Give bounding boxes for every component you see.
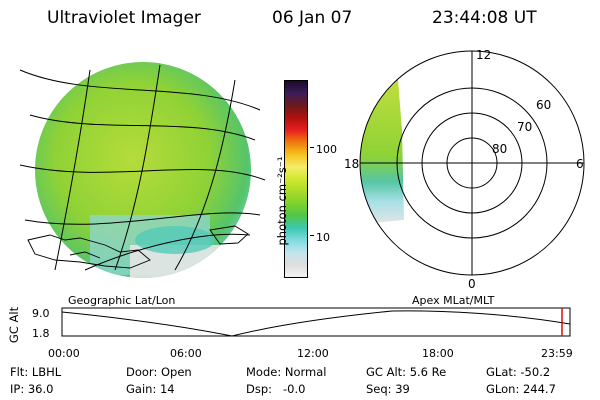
timeline-xtick-1200: 12:00 — [297, 347, 329, 360]
timeline-xtick-0000: 00:00 — [48, 347, 80, 360]
mlt-label-18: 18 — [344, 157, 359, 171]
geographic-image-panel — [19, 62, 266, 278]
left-panel-caption: Geographic Lat/Lon — [68, 294, 176, 307]
latlon-grid — [19, 64, 266, 271]
mlt-label-6: 6 — [576, 157, 584, 171]
timeline-axis-label: GC Alt — [7, 306, 21, 344]
auroral-data-region — [360, 70, 404, 225]
polar-plot: 12 18 6 0 60 70 80 — [344, 48, 585, 291]
mlat-label-70: 70 — [517, 120, 532, 134]
right-panel-caption: Apex MLat/MLT — [412, 294, 495, 307]
time-label: 23:44:08 UT — [432, 8, 537, 28]
status-dsp: Dsp: -0.0 — [246, 382, 306, 396]
timeline-xtick-0600: 06:00 — [170, 347, 202, 360]
app-title: Ultraviolet Imager — [47, 8, 201, 28]
timeline-ytick-1.8: 1.8 — [32, 327, 50, 340]
timeline-xtick-2359: 23:59 — [541, 347, 573, 360]
altitude-curve — [61, 310, 571, 337]
colorbar — [284, 80, 308, 278]
status-flt: Flt: LBHL — [10, 365, 62, 379]
colorbar-tick-100: 100 — [316, 143, 337, 156]
status-gain: Gain: 14 — [126, 382, 175, 396]
timeline-ytick-9: 9.0 — [32, 307, 50, 320]
mlt-label-12: 12 — [476, 48, 491, 62]
status-seq: Seq: 39 — [366, 382, 410, 396]
mlt-label-0: 0 — [468, 277, 476, 291]
colorbar-unit-label: photon cm⁻²s⁻¹ — [275, 156, 289, 246]
date-label: 06 Jan 07 — [272, 8, 353, 28]
status-gc-alt: GC Alt: 5.6 Re — [366, 365, 447, 379]
mlat-label-60: 60 — [536, 98, 551, 112]
status-ip: IP: 36.0 — [10, 382, 54, 396]
timeline-xtick-1800: 18:00 — [422, 347, 454, 360]
coastline — [27, 225, 249, 269]
mlat-label-80: 80 — [492, 142, 507, 156]
status-door: Door: Open — [126, 365, 192, 379]
colorbar-tick-10: 10 — [316, 231, 330, 244]
status-glat: GLat: -50.2 — [486, 365, 551, 379]
altitude-timeline — [61, 307, 571, 337]
status-glon: GLon: 244.7 — [486, 382, 556, 396]
status-mode: Mode: Normal — [246, 365, 327, 379]
